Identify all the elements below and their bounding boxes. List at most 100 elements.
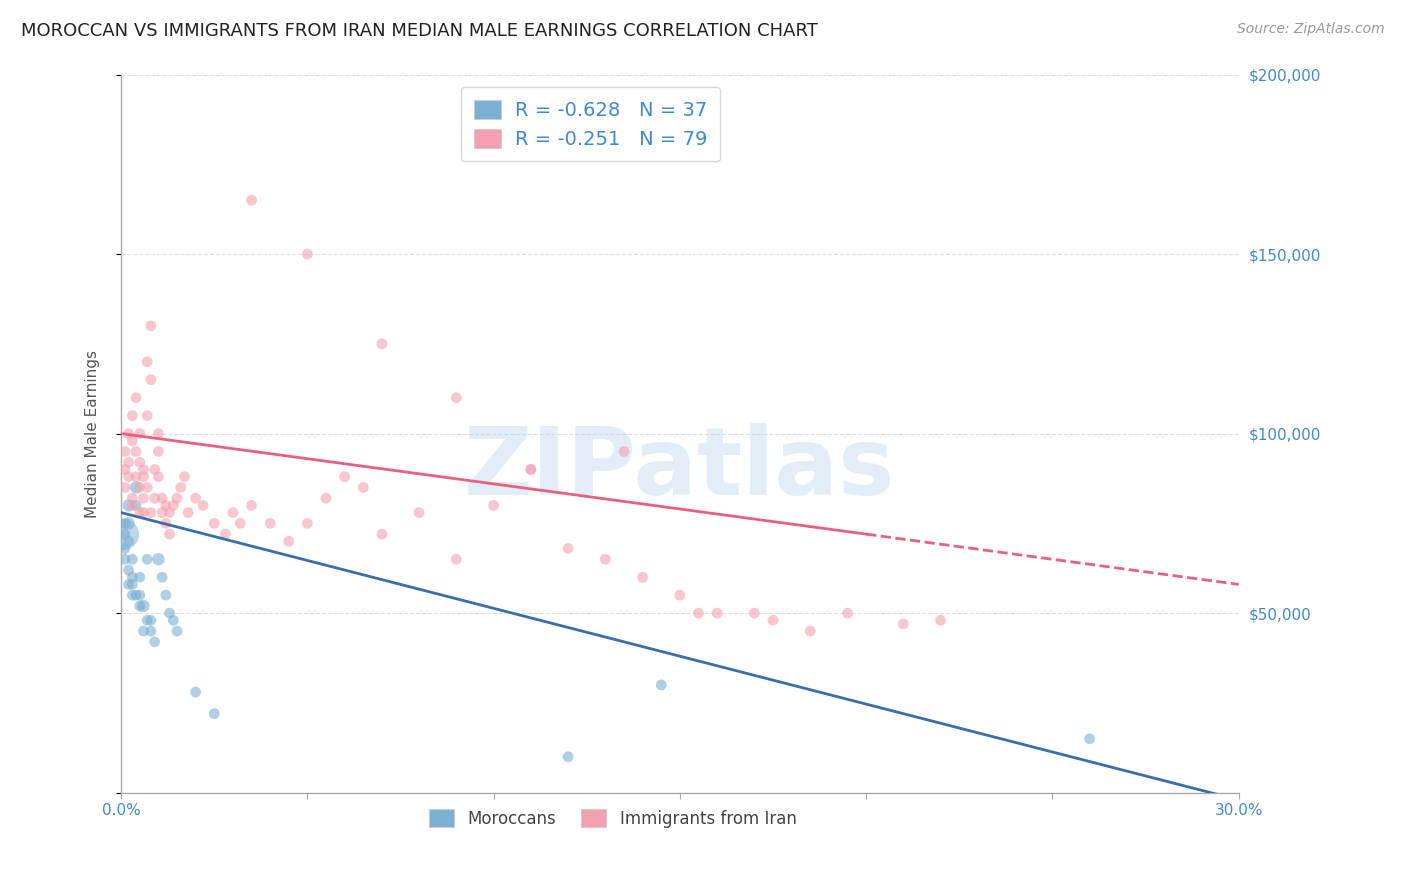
Point [277, 534, 299, 549]
Point [136, 355, 159, 369]
Point [202, 706, 225, 721]
Point [125, 391, 148, 405]
Point [482, 499, 505, 513]
Point [688, 606, 710, 620]
Point [371, 527, 394, 541]
Point [121, 570, 143, 584]
Point [125, 469, 148, 483]
Point [222, 506, 245, 520]
Point [128, 480, 150, 494]
Point [148, 444, 170, 458]
Point [446, 552, 468, 566]
Point [121, 491, 143, 506]
Point [162, 613, 184, 627]
Point [229, 516, 252, 531]
Point [557, 541, 579, 556]
Point [117, 455, 139, 469]
Point [159, 606, 181, 620]
Point [162, 499, 184, 513]
Point [139, 613, 162, 627]
Point [143, 491, 166, 506]
Point [1078, 731, 1101, 746]
Point [139, 624, 162, 638]
Point [333, 469, 356, 483]
Point [446, 391, 468, 405]
Point [184, 685, 207, 699]
Point [240, 499, 263, 513]
Point [177, 506, 200, 520]
Point [150, 570, 173, 584]
Point [613, 444, 636, 458]
Point [173, 469, 195, 483]
Point [297, 247, 319, 261]
Point [191, 499, 214, 513]
Point [148, 469, 170, 483]
Point [132, 462, 155, 476]
Point [125, 499, 148, 513]
Point [315, 491, 337, 506]
Point [744, 606, 766, 620]
Point [143, 635, 166, 649]
Point [117, 577, 139, 591]
Point [114, 480, 136, 494]
Point [117, 469, 139, 483]
Point [114, 541, 136, 556]
Point [837, 606, 859, 620]
Point [155, 516, 177, 531]
Point [128, 588, 150, 602]
Point [121, 434, 143, 448]
Point [929, 613, 952, 627]
Point [202, 516, 225, 531]
Point [136, 552, 159, 566]
Point [132, 469, 155, 483]
Point [170, 480, 193, 494]
Point [111, 527, 134, 541]
Point [148, 426, 170, 441]
Point [132, 491, 155, 506]
Point [128, 506, 150, 520]
Point [136, 409, 159, 423]
Point [117, 563, 139, 577]
Point [128, 599, 150, 613]
Point [631, 570, 654, 584]
Point [595, 552, 617, 566]
Point [117, 426, 139, 441]
Point [159, 527, 181, 541]
Point [114, 552, 136, 566]
Point [117, 499, 139, 513]
Y-axis label: Median Male Earnings: Median Male Earnings [86, 350, 100, 517]
Point [669, 588, 692, 602]
Point [557, 749, 579, 764]
Point [706, 606, 728, 620]
Point [240, 193, 263, 207]
Point [132, 599, 155, 613]
Point [139, 318, 162, 333]
Point [166, 624, 188, 638]
Point [128, 570, 150, 584]
Point [125, 588, 148, 602]
Point [121, 577, 143, 591]
Point [184, 491, 207, 506]
Point [650, 678, 672, 692]
Point [155, 588, 177, 602]
Point [214, 527, 236, 541]
Point [121, 588, 143, 602]
Point [166, 491, 188, 506]
Point [136, 613, 159, 627]
Point [408, 506, 430, 520]
Point [143, 462, 166, 476]
Point [121, 499, 143, 513]
Point [799, 624, 821, 638]
Point [125, 444, 148, 458]
Legend: Moroccans, Immigrants from Iran: Moroccans, Immigrants from Iran [423, 803, 803, 835]
Point [128, 455, 150, 469]
Point [121, 409, 143, 423]
Point [117, 516, 139, 531]
Point [132, 624, 155, 638]
Point [125, 480, 148, 494]
Point [150, 506, 173, 520]
Text: Source: ZipAtlas.com: Source: ZipAtlas.com [1237, 22, 1385, 37]
Point [893, 616, 915, 631]
Point [114, 516, 136, 531]
Point [132, 506, 155, 520]
